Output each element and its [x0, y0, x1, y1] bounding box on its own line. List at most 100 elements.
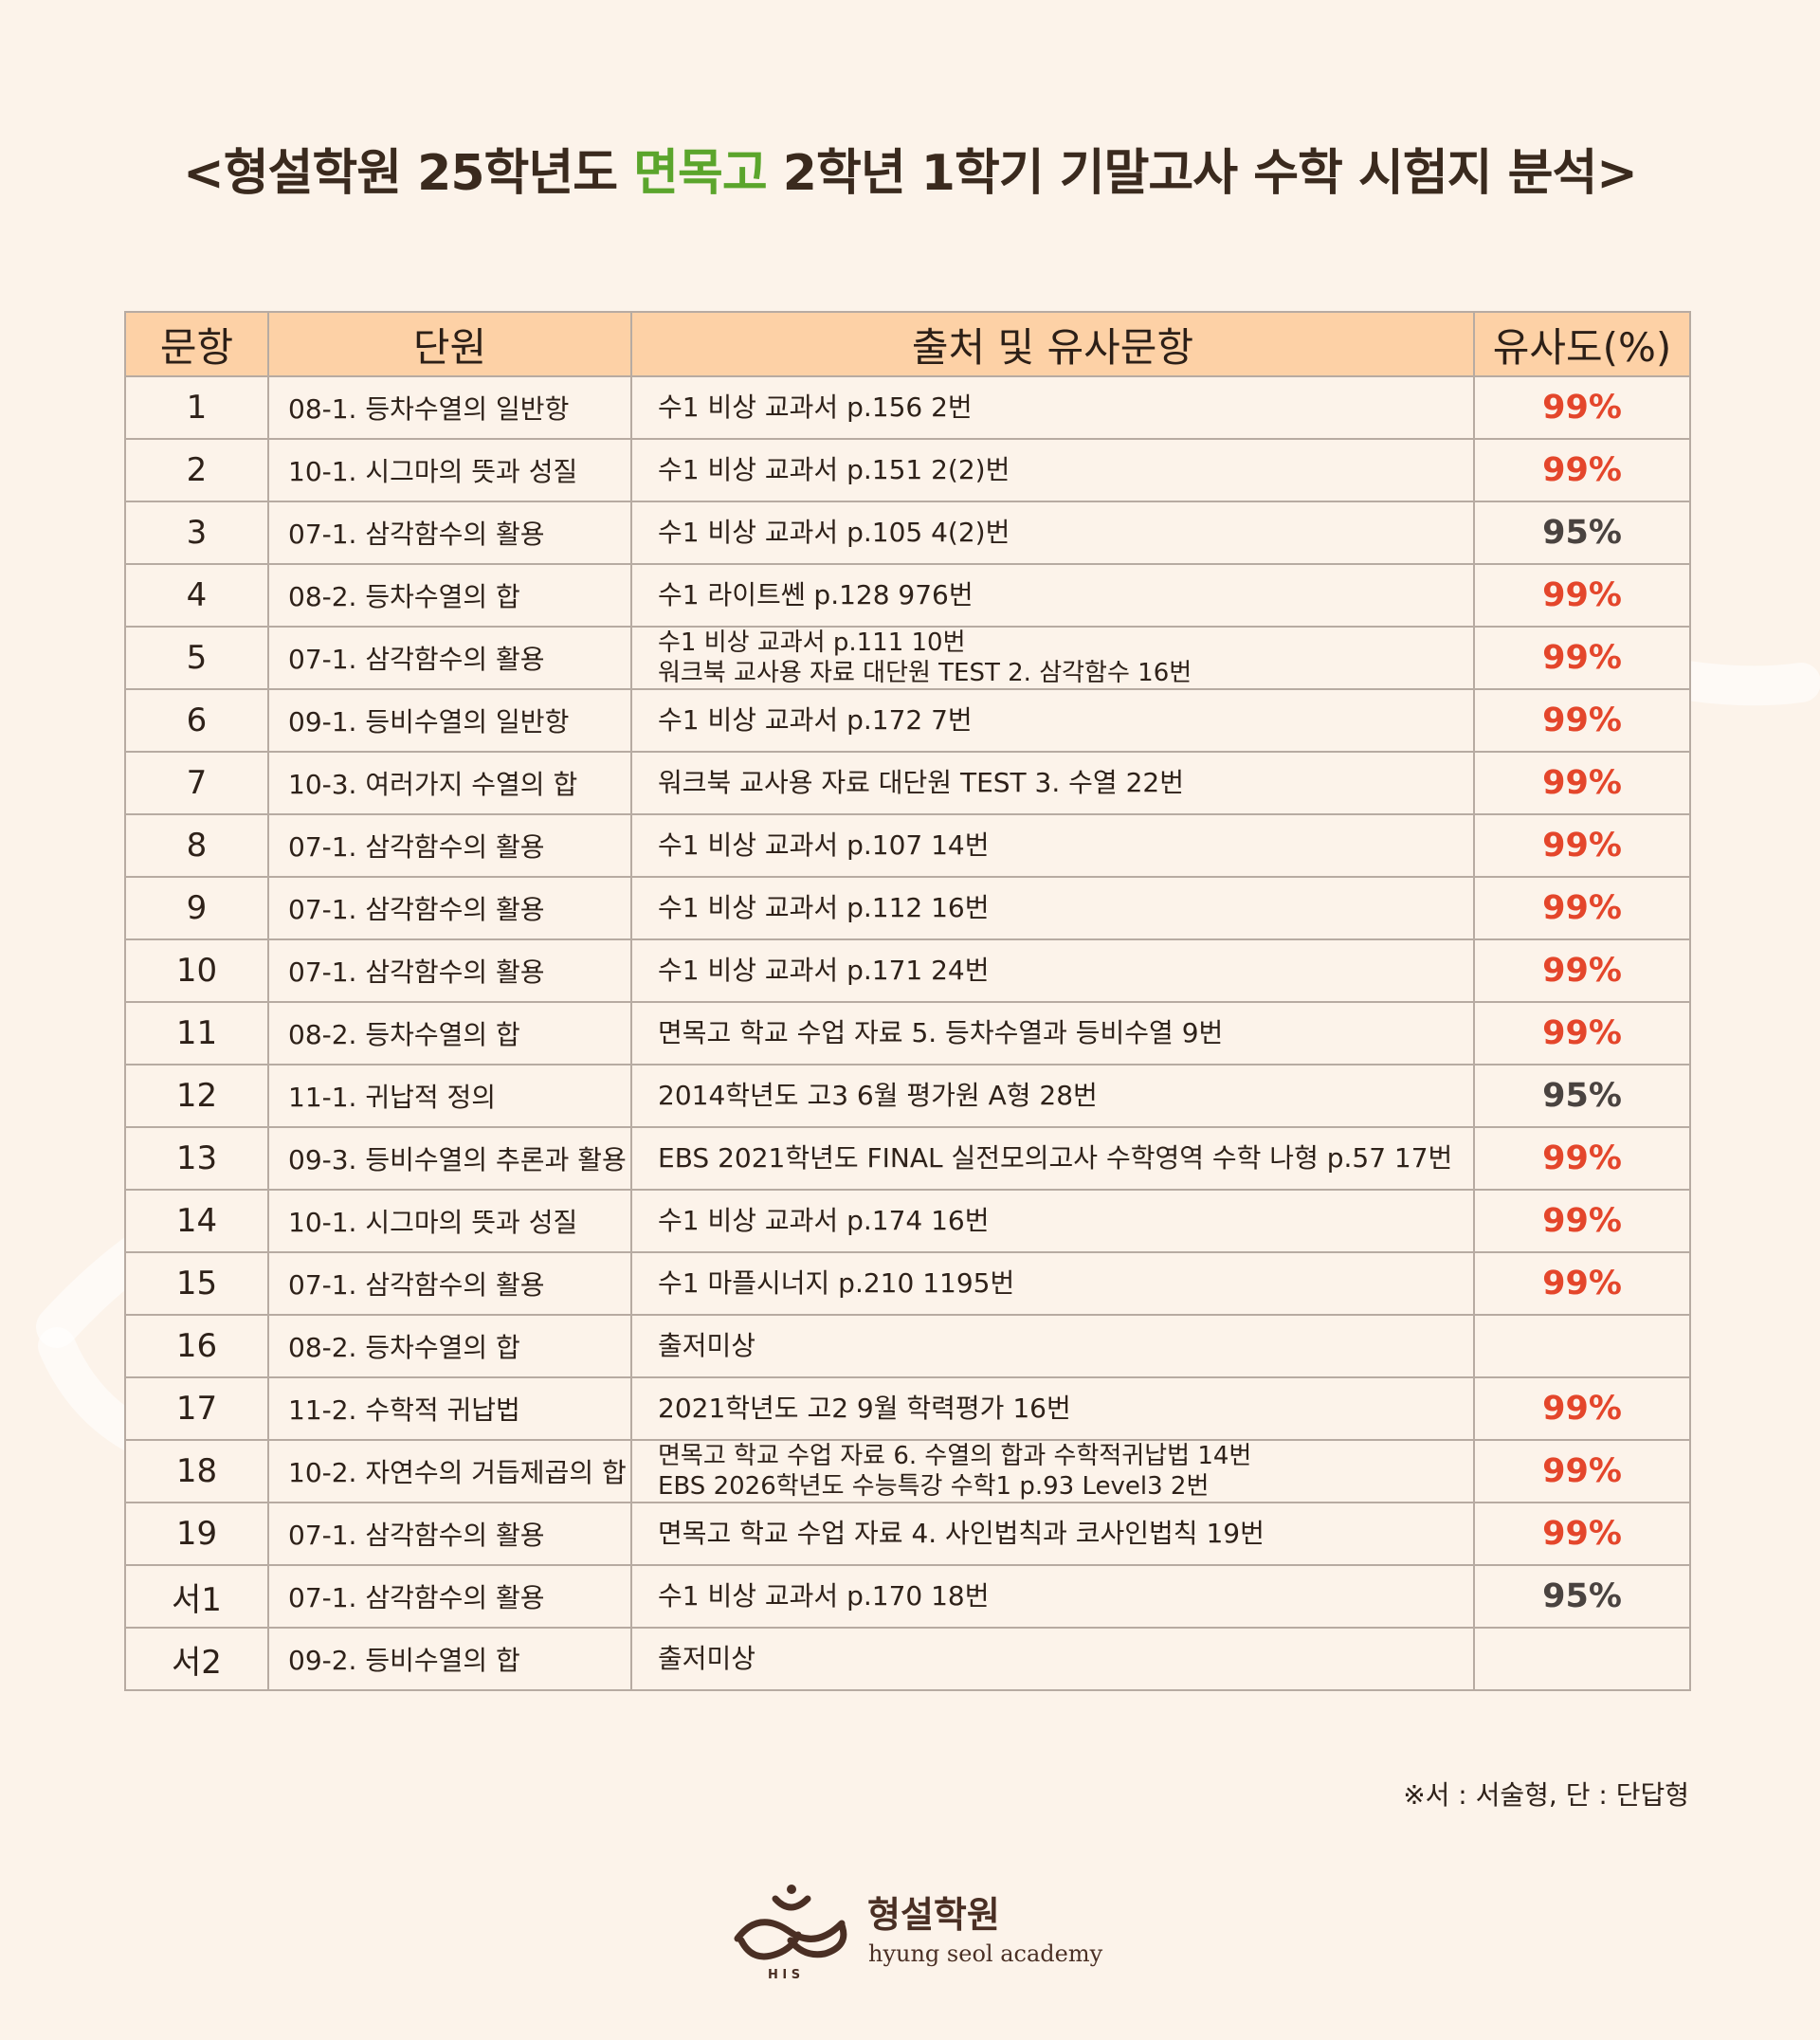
unit-cell: 09-3. 등비수열의 추론과 활용 [267, 1126, 632, 1191]
source-line: 수1 비상 교과서 p.105 4(2)번 [658, 517, 1010, 548]
similarity-cell: 99% [1473, 1189, 1691, 1253]
source-line: 수1 마플시너지 p.210 1195번 [658, 1267, 1015, 1299]
page-title: <형설학원 25학년도 면목고 2학년 1학기 기말고사 수학 시험지 분석> [0, 133, 1820, 204]
question-number: 8 [124, 813, 269, 878]
unit-cell: 10-1. 시그마의 뜻과 성질 [267, 1189, 632, 1253]
table-row: 15 07-1. 삼각함수의 활용 수1 마플시너지 p.210 1195번 99% [124, 1251, 1691, 1316]
source-cell: 수1 비상 교과서 p.111 10번 워크북 교사용 자료 대단원 TEST 2… [630, 626, 1475, 690]
source-line: 수1 비상 교과서 p.111 10번 [658, 628, 966, 657]
question-number: 7 [124, 751, 269, 815]
source-line: 출저미상 [658, 1643, 756, 1674]
source-cell: 수1 비상 교과서 p.107 14번 [630, 813, 1475, 878]
table-row: 9 07-1. 삼각함수의 활용 수1 비상 교과서 p.112 16번 99% [124, 876, 1691, 940]
table-row: 17 11-2. 수학적 귀납법 2021학년도 고2 9월 학력평가 16번 99% [124, 1376, 1691, 1441]
unit-cell: 10-1. 시그마의 뜻과 성질 [267, 438, 632, 502]
unit-cell: 08-2. 등차수열의 합 [267, 1314, 632, 1378]
header-similarity: 유사도(%) [1473, 311, 1691, 377]
question-number: 6 [124, 688, 269, 753]
unit-cell: 07-1. 삼각함수의 활용 [267, 626, 632, 690]
question-number: 19 [124, 1502, 269, 1566]
similarity-cell: 95% [1473, 501, 1691, 565]
source-line: 출저미상 [658, 1330, 756, 1361]
table-row: 13 09-3. 등비수열의 추론과 활용 EBS 2021학년도 FINAL 실전… [124, 1126, 1691, 1191]
question-number: 14 [124, 1189, 269, 1253]
title-prefix: <형설학원 25학년도 [183, 145, 634, 202]
hyungseol-logo-icon: H I S [734, 1885, 847, 1982]
source-line: 면목고 학교 수업 자료 6. 수열의 합과 수학적귀납법 14번 [658, 1442, 1252, 1470]
unit-cell: 07-1. 삼각함수의 활용 [267, 1502, 632, 1566]
source-line: 2014학년도 고3 6월 평가원 A형 28번 [658, 1080, 1098, 1111]
table-row: 14 10-1. 시그마의 뜻과 성질 수1 비상 교과서 p.174 16번 99% [124, 1189, 1691, 1253]
question-number: 서1 [124, 1564, 269, 1629]
similarity-cell: 99% [1473, 1126, 1691, 1191]
table-row: 18 10-2. 자연수의 거듭제곱의 합 면목고 학교 수업 자료 6. 수열의 … [124, 1439, 1691, 1503]
table-row: 8 07-1. 삼각함수의 활용 수1 비상 교과서 p.107 14번 99% [124, 813, 1691, 878]
question-number: 10 [124, 938, 269, 1003]
question-number: 16 [124, 1314, 269, 1378]
table-row: 서2 09-2. 등비수열의 합 출저미상 [124, 1627, 1691, 1691]
unit-cell: 07-1. 삼각함수의 활용 [267, 1564, 632, 1629]
source-cell: 수1 비상 교과서 p.172 7번 [630, 688, 1475, 753]
unit-cell: 07-1. 삼각함수의 활용 [267, 813, 632, 878]
source-line: 수1 비상 교과서 p.112 16번 [658, 892, 990, 923]
exam-analysis-table: 문항 단원 출처 및 유사문항 유사도(%) 1 08-1. 등차수열의 일반항 수… [124, 311, 1691, 1691]
source-line: 수1 비상 교과서 p.174 16번 [658, 1205, 990, 1236]
unit-cell: 10-3. 여러가지 수열의 합 [267, 751, 632, 815]
header-unit: 단원 [267, 311, 632, 377]
table-row: 2 10-1. 시그마의 뜻과 성질 수1 비상 교과서 p.151 2(2)번 99… [124, 438, 1691, 502]
question-number: 11 [124, 1001, 269, 1066]
similarity-cell: 95% [1473, 1564, 1691, 1629]
similarity-cell: 99% [1473, 1439, 1691, 1503]
similarity-cell [1473, 1314, 1691, 1378]
table-row: 19 07-1. 삼각함수의 활용 면목고 학교 수업 자료 4. 사인법칙과 코사… [124, 1502, 1691, 1566]
table-row: 10 07-1. 삼각함수의 활용 수1 비상 교과서 p.171 24번 99% [124, 938, 1691, 1003]
question-number: 1 [124, 375, 269, 440]
table-row: 3 07-1. 삼각함수의 활용 수1 비상 교과서 p.105 4(2)번 95% [124, 501, 1691, 565]
question-number: 9 [124, 876, 269, 940]
similarity-cell: 99% [1473, 1502, 1691, 1566]
title-school: 면목고 [633, 145, 768, 202]
source-line: 워크북 교사용 자료 대단원 TEST 2. 삼각함수 16번 [658, 659, 1192, 687]
question-number: 18 [124, 1439, 269, 1503]
legend-note: ※서 : 서술형, 단 : 단답형 [1403, 1779, 1689, 1811]
question-number: 17 [124, 1376, 269, 1441]
source-line: 면목고 학교 수업 자료 5. 등차수열과 등비수열 9번 [658, 1017, 1224, 1048]
source-cell: 수1 마플시너지 p.210 1195번 [630, 1251, 1475, 1316]
similarity-cell: 99% [1473, 375, 1691, 440]
table-row: 12 11-1. 귀납적 정의 2014학년도 고3 6월 평가원 A형 28번 95… [124, 1064, 1691, 1128]
question-number: 4 [124, 563, 269, 628]
similarity-cell: 99% [1473, 563, 1691, 628]
unit-cell: 08-2. 등차수열의 합 [267, 1001, 632, 1066]
source-cell: 2021학년도 고2 9월 학력평가 16번 [630, 1376, 1475, 1441]
source-line: 수1 비상 교과서 p.156 2번 [658, 392, 973, 423]
similarity-cell: 99% [1473, 1001, 1691, 1066]
similarity-cell: 99% [1473, 688, 1691, 753]
table-header-row: 문항 단원 출처 및 유사문항 유사도(%) [124, 311, 1691, 377]
unit-cell: 10-2. 자연수의 거듭제곱의 합 [267, 1439, 632, 1503]
table-row: 서1 07-1. 삼각함수의 활용 수1 비상 교과서 p.170 18번 95% [124, 1564, 1691, 1629]
source-line: EBS 2021학년도 FINAL 실전모의고사 수학영역 수학 나형 p.57… [658, 1142, 1453, 1174]
logo-subtitle: hyung seol academy [868, 1940, 1103, 1967]
source-line: EBS 2026학년도 수능특강 수학1 p.93 Level3 2번 [658, 1472, 1210, 1501]
source-cell: 수1 비상 교과서 p.174 16번 [630, 1189, 1475, 1253]
source-cell: 수1 비상 교과서 p.151 2(2)번 [630, 438, 1475, 502]
source-cell: 수1 비상 교과서 p.112 16번 [630, 876, 1475, 940]
source-cell: 출저미상 [630, 1627, 1475, 1691]
source-line: 2021학년도 고2 9월 학력평가 16번 [658, 1393, 1071, 1424]
unit-cell: 07-1. 삼각함수의 활용 [267, 501, 632, 565]
table-row: 1 08-1. 등차수열의 일반항 수1 비상 교과서 p.156 2번 99% [124, 375, 1691, 440]
source-line: 수1 라이트쎈 p.128 976번 [658, 579, 974, 610]
title-suffix: 2학년 1학기 기말고사 수학 시험지 분석> [766, 145, 1638, 202]
similarity-cell: 99% [1473, 876, 1691, 940]
question-number: 15 [124, 1251, 269, 1316]
source-cell: 면목고 학교 수업 자료 6. 수열의 합과 수학적귀납법 14번 EBS 202… [630, 1439, 1475, 1503]
similarity-cell: 99% [1473, 438, 1691, 502]
table-row: 4 08-2. 등차수열의 합 수1 라이트쎈 p.128 976번 99% [124, 563, 1691, 628]
source-cell: 수1 비상 교과서 p.171 24번 [630, 938, 1475, 1003]
logo-name: 형설학원 [867, 1893, 1000, 1936]
source-line: 워크북 교사용 자료 대단원 TEST 3. 수열 22번 [658, 767, 1184, 798]
source-cell: 면목고 학교 수업 자료 5. 등차수열과 등비수열 9번 [630, 1001, 1475, 1066]
unit-cell: 11-1. 귀납적 정의 [267, 1064, 632, 1128]
source-cell: 워크북 교사용 자료 대단원 TEST 3. 수열 22번 [630, 751, 1475, 815]
question-number: 13 [124, 1126, 269, 1191]
